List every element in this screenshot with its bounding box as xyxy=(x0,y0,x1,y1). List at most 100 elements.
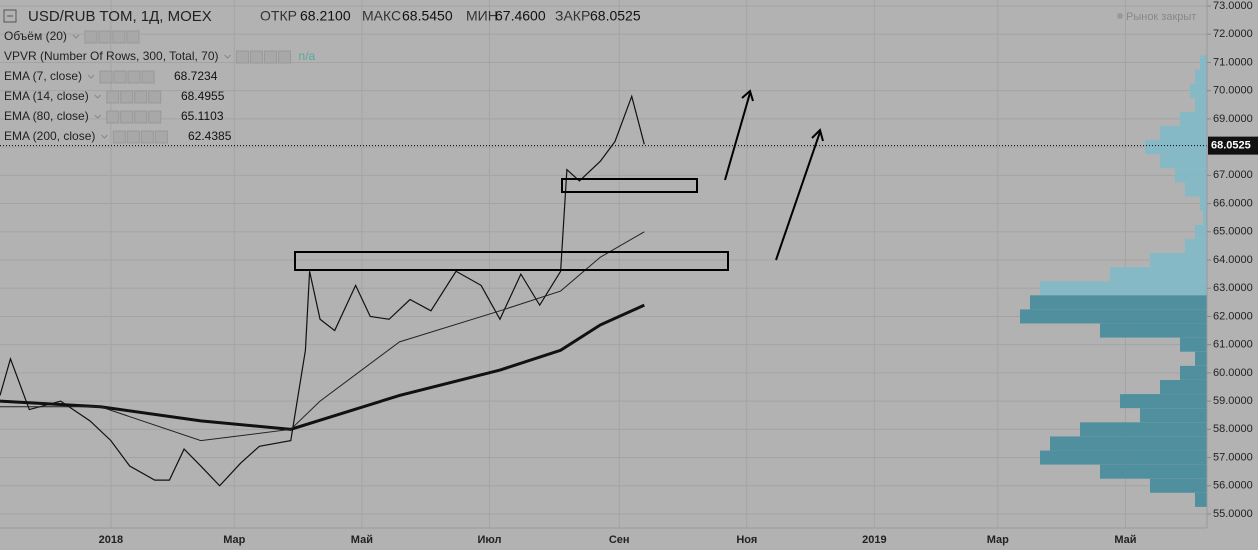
last-price-label: 68.0525 xyxy=(1211,140,1251,152)
indicator-button[interactable] xyxy=(148,110,162,124)
ohlc-label: МИН xyxy=(466,8,498,24)
x-tick-label: Сен xyxy=(609,534,630,546)
indicator-button[interactable] xyxy=(126,130,140,144)
profile-bar xyxy=(1080,422,1207,437)
indicator-button[interactable] xyxy=(113,70,127,84)
indicator-button[interactable] xyxy=(112,30,126,44)
y-tick-label: 69.0000 xyxy=(1213,113,1253,125)
price-line xyxy=(0,303,645,431)
profile-bar xyxy=(1195,351,1207,366)
price-line xyxy=(0,231,645,442)
indicator-button[interactable] xyxy=(154,130,168,144)
collapse-button[interactable] xyxy=(3,9,17,23)
x-tick-label: Мар xyxy=(223,534,245,546)
last-price-box xyxy=(1208,136,1258,155)
indicator-button[interactable] xyxy=(250,50,264,64)
dropdown xyxy=(224,54,231,59)
profile-bar xyxy=(1160,126,1207,140)
ohlc-value: 68.2100 xyxy=(300,8,351,24)
indicator-value: 62.4385 xyxy=(188,129,232,143)
indicator-button[interactable] xyxy=(278,50,292,64)
profile-bar xyxy=(1110,267,1207,282)
indicator-button[interactable] xyxy=(148,90,162,104)
indicator-legend: Объём (20) VPVR (Number Of Rows, 300, Tot… xyxy=(4,29,316,144)
profile-bar xyxy=(1150,253,1207,267)
profile-bar xyxy=(1195,69,1207,84)
y-tick-label: 70.0000 xyxy=(1213,85,1253,97)
indicator-button[interactable] xyxy=(99,70,113,84)
y-tick-label: 55.0000 xyxy=(1213,508,1253,520)
dropdown xyxy=(72,34,80,39)
ohlc-value: 67.4600 xyxy=(495,8,546,24)
indicator-button[interactable] xyxy=(120,110,134,124)
indicator-name: Объём (20) xyxy=(4,29,67,43)
symbol: USD/RUB TOM, 1Д, MOEX xyxy=(28,8,212,25)
dropdown xyxy=(94,94,102,99)
indicator-name: EMA (14, close) xyxy=(4,89,89,103)
y-tick-label: 72.0000 xyxy=(1213,28,1253,40)
y-tick-label: 60.0000 xyxy=(1213,367,1253,379)
indicator-button[interactable] xyxy=(134,110,148,124)
x-tick-label: Июл xyxy=(477,534,501,546)
y-tick-label: 67.0000 xyxy=(1213,169,1253,181)
profile-bar xyxy=(1160,380,1207,394)
ohlc-label: МАКС xyxy=(362,8,401,24)
indicator-button[interactable] xyxy=(134,90,148,104)
arrows xyxy=(724,89,824,261)
x-tick-label: 2018 xyxy=(99,534,123,546)
x-tick-label: Ноя xyxy=(736,534,757,546)
indicator-button[interactable] xyxy=(126,30,140,44)
price-axis xyxy=(1207,0,1258,550)
profile-bar xyxy=(1180,365,1207,380)
indicator-button[interactable] xyxy=(98,30,112,44)
indicator-button[interactable] xyxy=(112,130,126,144)
indicator-button[interactable] xyxy=(106,90,120,104)
indicator-value: 65.1103 xyxy=(181,109,224,123)
y-tick-label: 62.0000 xyxy=(1213,310,1253,322)
y-tick-label: 71.0000 xyxy=(1213,56,1253,68)
profile-bar xyxy=(1040,281,1207,296)
ohlc-label: ОТКР xyxy=(260,8,297,24)
market-status: Рынок закрыт xyxy=(1126,11,1196,23)
profile-bar xyxy=(1030,295,1207,310)
arrow-head xyxy=(811,128,824,142)
indicator-button[interactable] xyxy=(141,70,155,84)
ohlc-label: ЗАКР xyxy=(555,8,590,24)
profile-bar xyxy=(1150,478,1207,493)
indicator-button[interactable] xyxy=(84,30,98,44)
profile-bar xyxy=(1100,323,1207,338)
profile-bar xyxy=(1200,55,1207,70)
indicator-name: EMA (80, close) xyxy=(4,109,89,123)
x-tick-label: Май xyxy=(351,534,373,546)
zone-box xyxy=(294,251,729,271)
dropdown xyxy=(94,114,102,119)
y-tick-label: 59.0000 xyxy=(1213,395,1253,407)
profile-bar xyxy=(1050,436,1207,451)
indicator-button[interactable] xyxy=(120,90,134,104)
indicator-button[interactable] xyxy=(264,50,278,64)
x-tick-label: Мар xyxy=(987,534,1009,546)
status-dot xyxy=(1117,13,1123,19)
indicator-button[interactable] xyxy=(140,130,154,144)
indicator-button[interactable] xyxy=(236,50,250,64)
profile-bar xyxy=(1195,97,1207,112)
profile-bar xyxy=(1140,408,1207,423)
arrow-head xyxy=(741,89,754,102)
price-line xyxy=(0,94,645,487)
indicator-name: EMA (7, close) xyxy=(4,69,82,83)
profile-bar xyxy=(1020,309,1207,324)
axes: 55.0000 56.0000 57.0000 58.0000 59.0000 60.00… xyxy=(99,0,1258,546)
plot xyxy=(0,94,1207,487)
indicator-button[interactable] xyxy=(127,70,141,84)
profile-bar xyxy=(1120,394,1207,409)
profile-bar xyxy=(1100,464,1207,479)
ohlc-value: 68.0525 xyxy=(590,8,641,24)
indicator-button[interactable] xyxy=(106,110,120,124)
indicator-value: 68.4955 xyxy=(181,89,225,103)
indicator-name: VPVR (Number Of Rows, 300, Total, 70) xyxy=(4,49,219,63)
profile-bar xyxy=(1195,492,1207,507)
y-tick-label: 65.0000 xyxy=(1213,226,1253,238)
time-axis xyxy=(0,528,1258,550)
